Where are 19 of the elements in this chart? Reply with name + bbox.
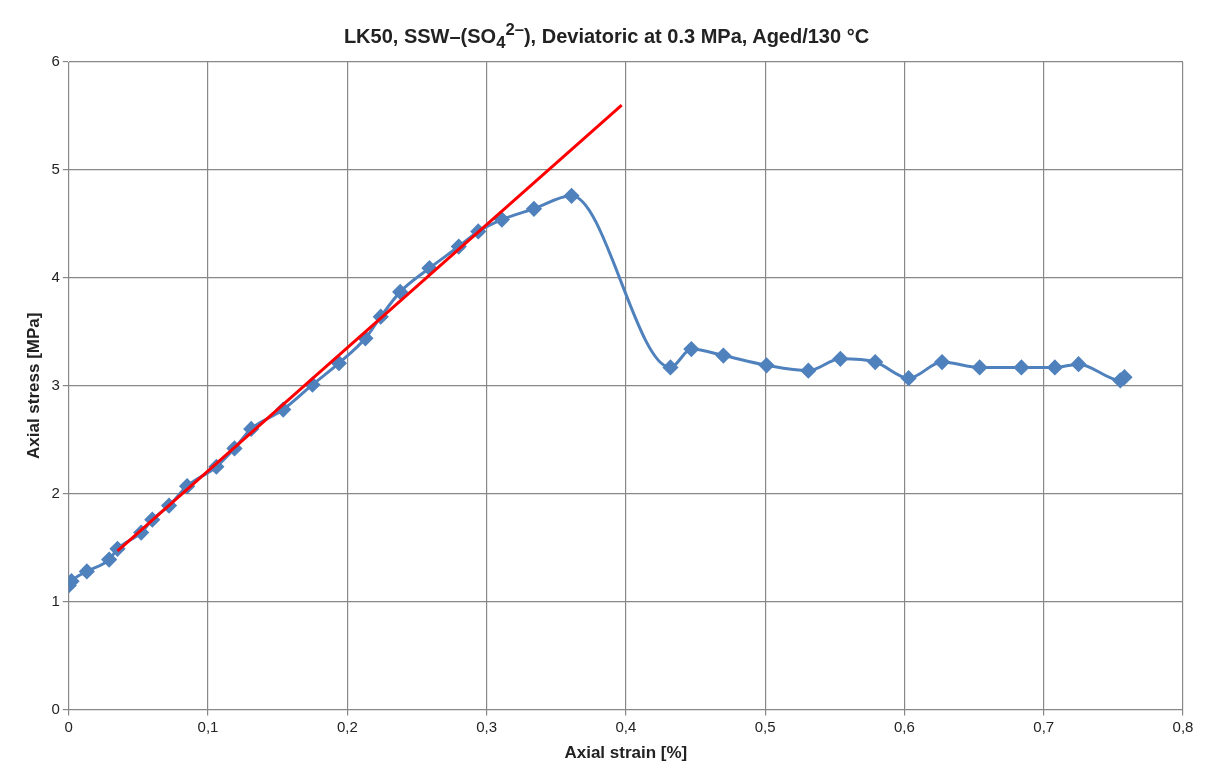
x-tick-label: 0,3 bbox=[476, 717, 498, 735]
x-tick-label: 0,2 bbox=[336, 717, 358, 735]
x-axis-title: Axial strain [%] bbox=[564, 743, 688, 763]
chart-title: LK50, SSW–(SO$_{4}$$^{2–}$), Deviatoric at 0.3 MPa, Aged/130 °C bbox=[342, 20, 871, 53]
x-tick-label: 0 bbox=[64, 717, 73, 735]
y-tick-label: 3 bbox=[51, 375, 60, 393]
x-tick-label: 0,6 bbox=[894, 717, 915, 735]
x-tick-label: 0,5 bbox=[754, 717, 776, 735]
x-tick-label: 0,7 bbox=[1033, 717, 1055, 735]
y-tick-label: 5 bbox=[51, 160, 60, 178]
x-tick-label: 0,1 bbox=[197, 717, 219, 735]
y-tick-label: 0 bbox=[51, 699, 60, 717]
y-axis-title: Axial stress [MPa] bbox=[23, 312, 43, 460]
y-tick-label: 2 bbox=[51, 483, 60, 501]
x-tick-label: 0,8 bbox=[1172, 717, 1194, 735]
y-tick-label: 6 bbox=[51, 52, 60, 70]
x-tick-label: 0,4 bbox=[615, 717, 637, 735]
y-tick-label: 1 bbox=[51, 591, 60, 609]
y-tick-label: 4 bbox=[51, 268, 60, 286]
